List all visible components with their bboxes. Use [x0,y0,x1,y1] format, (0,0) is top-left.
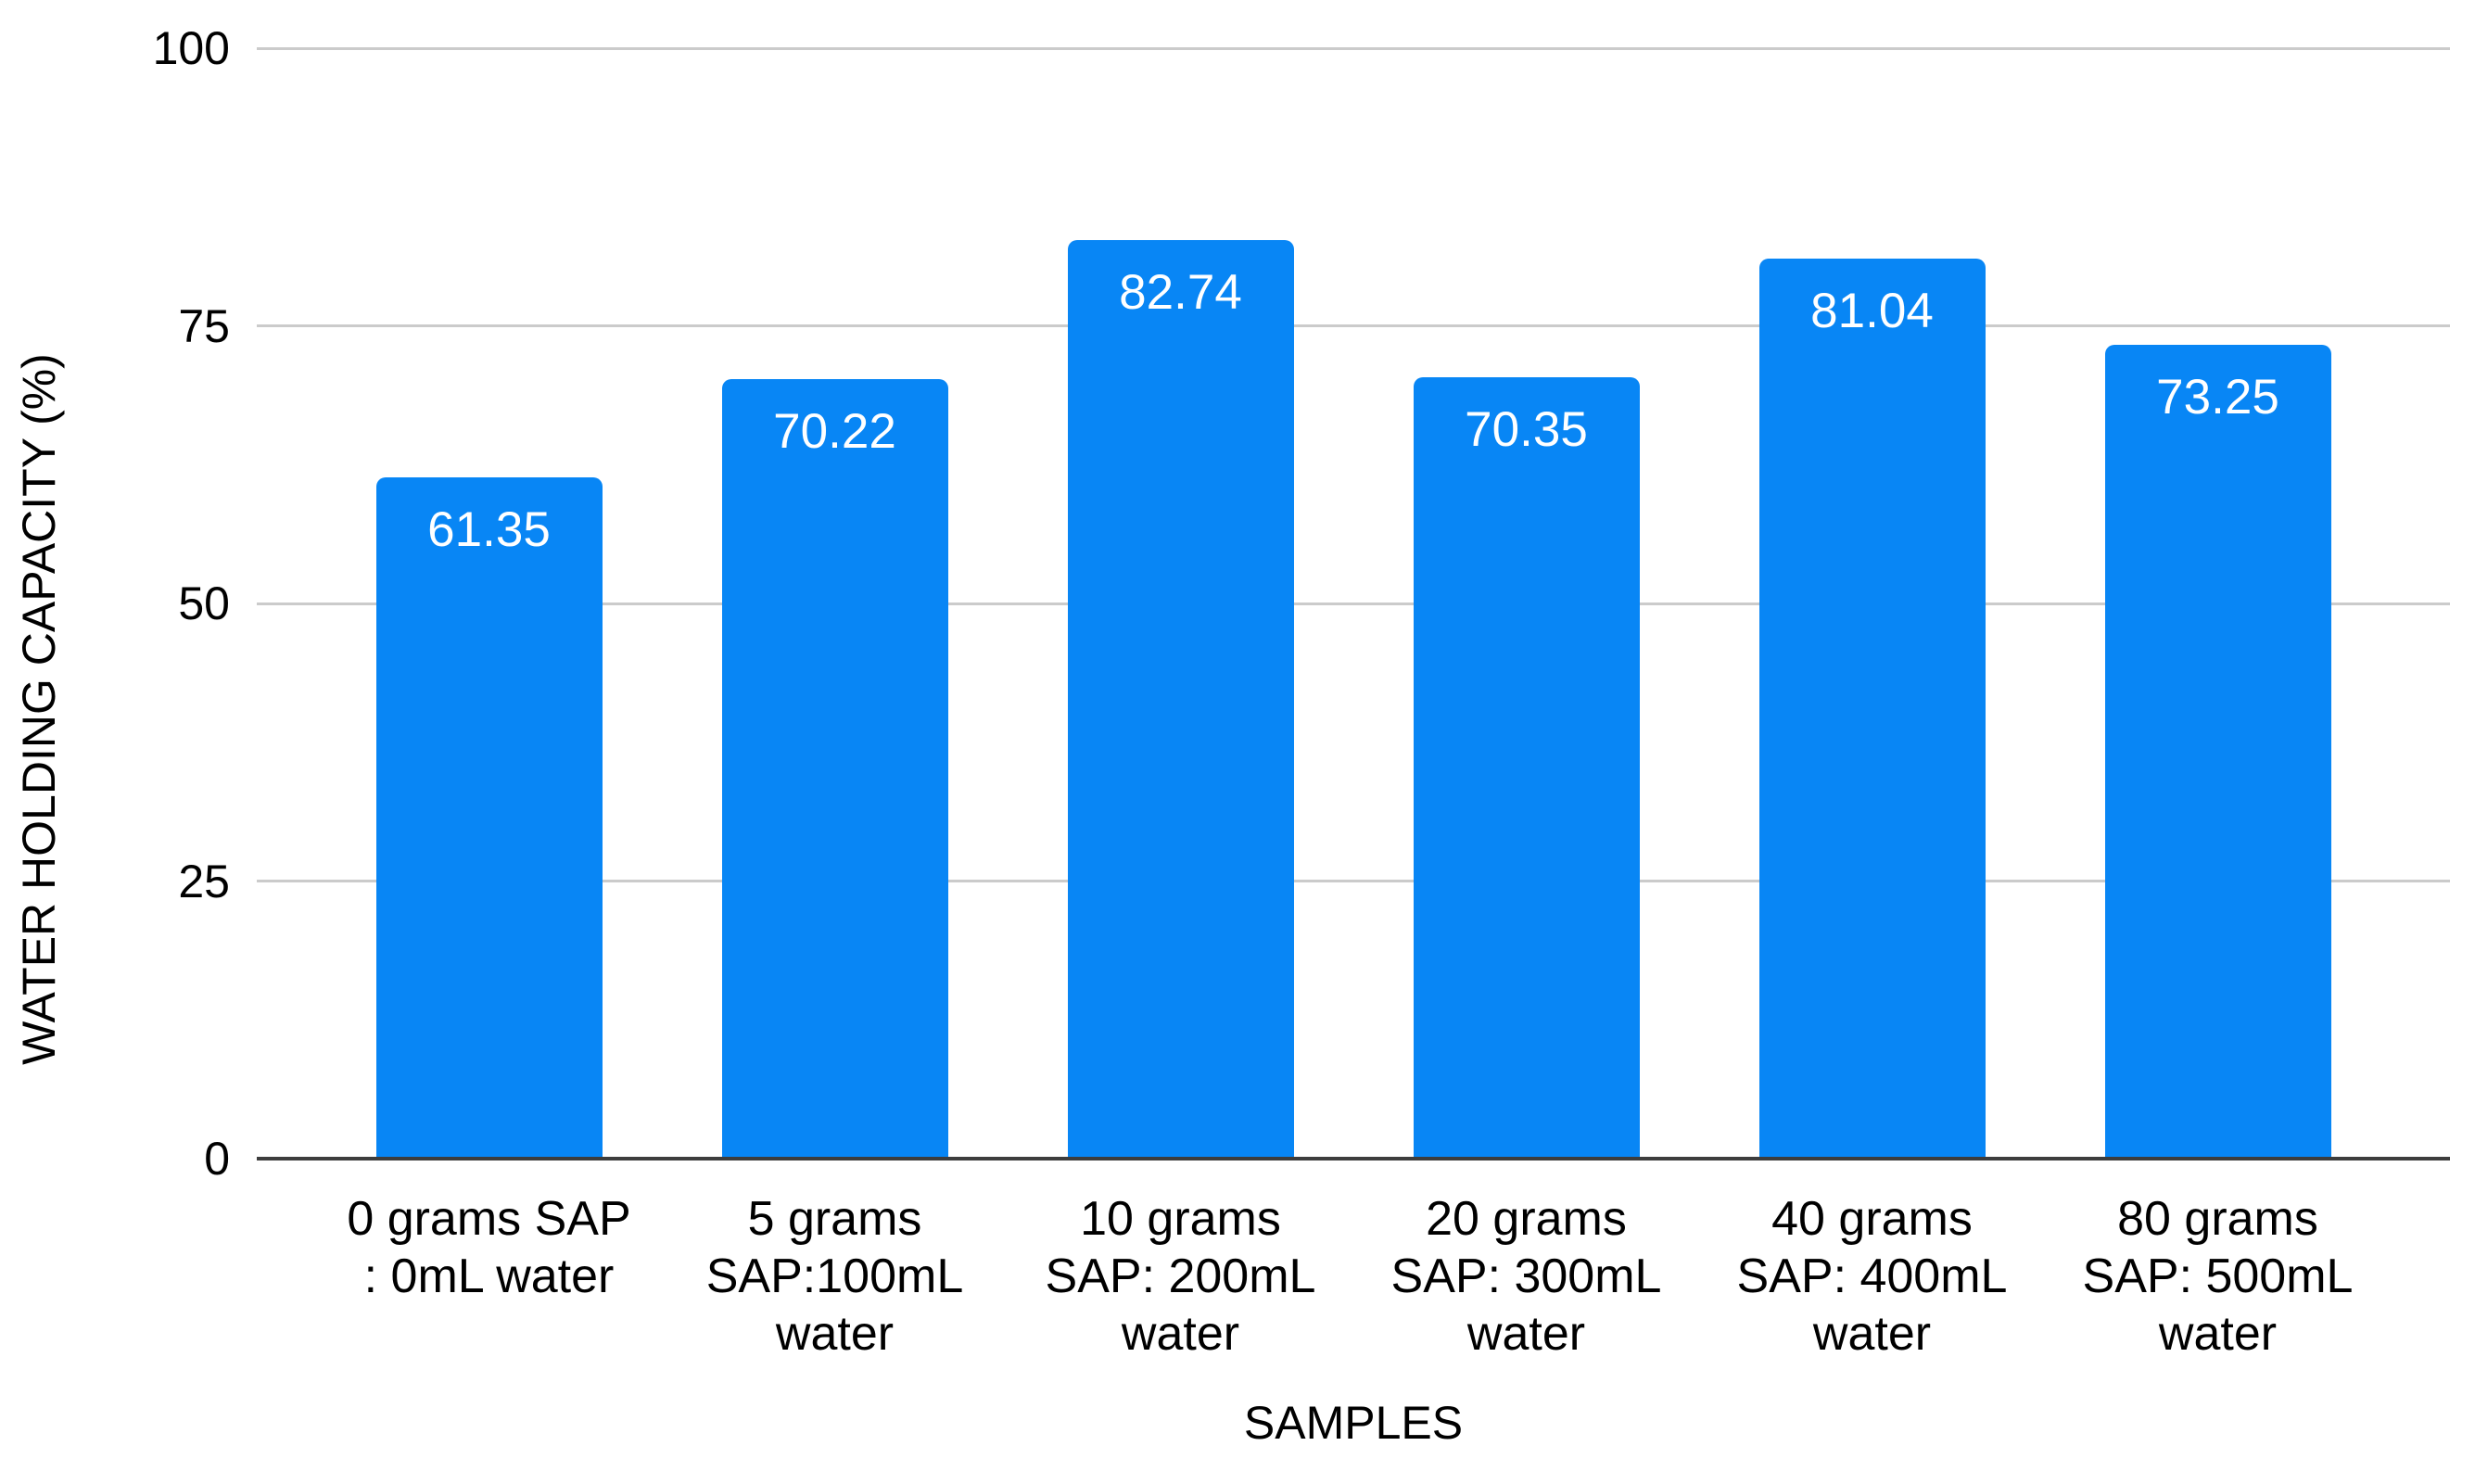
x-category-label-line: water [2158,1307,2278,1361]
bar-slot: 81.04 [1699,48,2045,1159]
x-axis-category-labels: 0 grams SAP: 0mL water 5 grams SAP:100mL wa… [257,1190,2450,1363]
x-category-label-line: : 0mL water [363,1249,615,1303]
bar: 70.22 [721,378,948,1159]
y-tick-label-75: 75 [178,299,230,352]
x-category-label-line: SAP: 400mL [1736,1249,2008,1303]
gridline-25 [257,880,2450,882]
x-category-label-line: SAP:100mL [705,1249,964,1303]
plot-area: 61.35 70.22 82.74 70.35 81.04 73.25 [257,46,2450,1161]
y-tick-label-100: 100 [152,22,230,74]
bar: 61.35 [375,477,603,1159]
x-category-label-line: SAP: 500mL [2082,1249,2354,1303]
x-category-label-line: 80 grams [2117,1192,2318,1246]
x-category-label: 20 grams SAP: 300mL water [1353,1190,1699,1363]
y-tick-label-50: 50 [178,577,230,629]
x-category-label-line: 5 grams [747,1192,922,1246]
x-category-label-line: SAP: 200mL [1045,1249,1316,1303]
x-category-label-line: water [1812,1307,1932,1361]
x-category-label-line: 40 grams [1771,1192,1973,1246]
bar-value-label: 73.25 [2156,370,2279,425]
bars-row: 61.35 70.22 82.74 70.35 81.04 73.25 [257,48,2450,1159]
bar-value-label: 70.22 [773,403,896,459]
x-axis-baseline [257,1157,2450,1161]
bar-value-label: 61.35 [427,502,551,558]
x-category-label: 80 grams SAP: 500mL water [2045,1190,2391,1363]
bar-slot: 73.25 [2045,48,2391,1159]
bar-slot: 82.74 [1008,48,1353,1159]
bar-value-label: 70.35 [1465,402,1588,458]
bar: 70.35 [1413,377,1640,1159]
x-category-label-line: water [1121,1307,1240,1361]
y-axis-tick-labels: 0 25 50 75 100 [0,22,230,1185]
bar-value-label: 82.74 [1119,264,1242,320]
bar: 81.04 [1758,259,1986,1159]
x-category-label-line: water [775,1307,895,1361]
x-category-label: 10 grams SAP: 200mL water [1008,1190,1353,1363]
gridline-75 [257,324,2450,327]
bar: 73.25 [2104,345,2331,1159]
bar: 82.74 [1067,239,1294,1159]
x-category-label-line: 10 grams [1080,1192,1281,1246]
bar-slot: 70.22 [662,48,1008,1159]
bar-slot: 70.35 [1353,48,1699,1159]
bar-value-label: 81.04 [1810,284,1934,339]
x-category-label-line: SAP: 300mL [1390,1249,1662,1303]
x-category-label: 5 grams SAP:100mL water [662,1190,1008,1363]
x-category-label-line: 20 grams [1426,1192,1627,1246]
x-axis-title: SAMPLES [1243,1397,1464,1449]
x-category-label-line: 0 grams SAP [347,1192,631,1246]
bar-slot: 61.35 [316,48,662,1159]
x-category-label-line: water [1466,1307,1586,1361]
gridline-50 [257,602,2450,605]
gridline-100 [257,46,2450,50]
x-category-label: 0 grams SAP: 0mL water [316,1190,662,1363]
y-tick-label-25: 25 [178,855,230,907]
y-tick-label-0: 0 [204,1133,230,1185]
x-category-label: 40 grams SAP: 400mL water [1699,1190,2045,1363]
